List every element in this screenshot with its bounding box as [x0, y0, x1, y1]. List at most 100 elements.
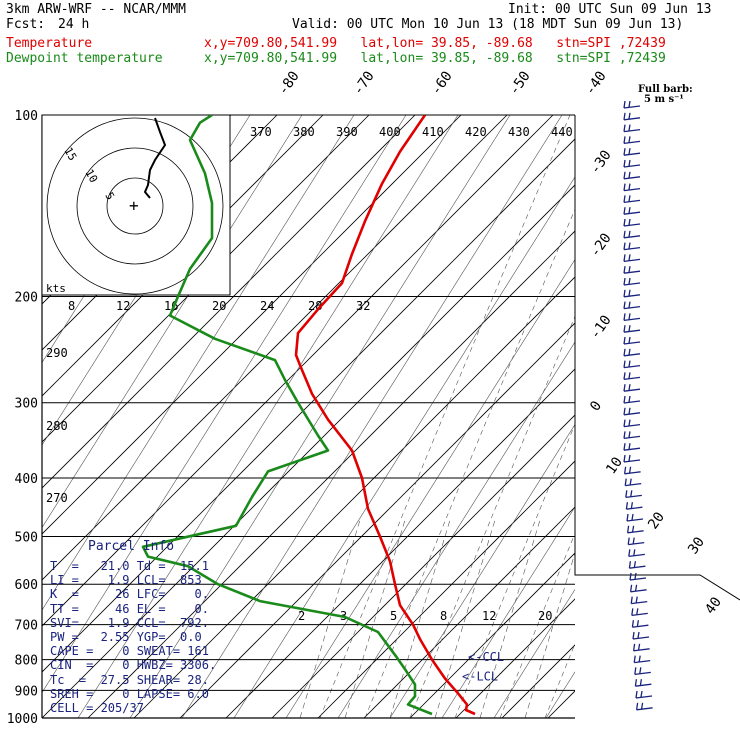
dry-adiabat-line [181, 115, 563, 718]
temperature-legend: Temperature [6, 36, 93, 51]
isotherm-line [594, 115, 740, 718]
isotherm-line [133, 276, 575, 718]
isotherm-label: -60 [428, 68, 456, 98]
isotherm-line [225, 368, 575, 718]
isotherm-line [42, 115, 370, 443]
isotherm-line [317, 460, 575, 718]
pressure-tick-label: 800 [15, 654, 38, 669]
wind-barb [623, 112, 641, 121]
parcel-info-title: Parcel Info [88, 539, 175, 554]
isotherm-label: -20 [587, 230, 615, 260]
wind-barb [625, 490, 642, 499]
theta-e-label: 420 [465, 125, 487, 139]
wind-barb [623, 348, 641, 357]
dry-adiabat-line [77, 115, 459, 718]
pressure-tick-label: 900 [15, 684, 38, 699]
mixing-ratio-line [524, 551, 575, 718]
isotherm-label: -50 [506, 68, 534, 98]
wind-barb [623, 325, 641, 333]
wind-barb [623, 372, 641, 381]
pressure-tick-label: 500 [15, 530, 38, 545]
wind-barb [624, 478, 642, 487]
theta-e-label: 370 [250, 125, 272, 139]
wind-barb [623, 195, 641, 204]
isotherm-label: 10 [603, 454, 626, 477]
hodograph-trace [143, 117, 167, 199]
theta-e-label: 380 [293, 125, 315, 139]
dry-adiabat-line [441, 506, 575, 718]
theta-e-label: 390 [336, 125, 358, 139]
wind-barb [623, 171, 641, 180]
barb-legend-line2: 5 m s⁻¹ [644, 94, 684, 105]
mixing-ratio-line [434, 519, 496, 718]
wind-barb [623, 266, 641, 274]
parcel-info-row: CAPE = 0 SWEAT= 161 [50, 644, 209, 659]
isotherm-label: -40 [582, 68, 610, 98]
dry-adiabat-line [233, 176, 575, 718]
theta-e-label: 410 [422, 125, 444, 139]
wind-barb [632, 643, 650, 652]
wind-barb [623, 289, 641, 298]
wind-barb [623, 242, 641, 251]
wind-barb [623, 254, 641, 263]
barb-legend: Full barb: 5 m s⁻¹ [638, 85, 693, 105]
wind-barb [626, 525, 644, 534]
parcel-info-row: SREH = 0 LAPSE= 6.0 [50, 686, 209, 701]
wind-barb [623, 230, 641, 239]
wind-barb [623, 384, 641, 392]
isotherm-line [42, 115, 554, 627]
isotherm-label: -10 [587, 312, 615, 342]
mixing-ratio-label: 12 [116, 299, 130, 313]
wind-barb [623, 100, 641, 109]
parcel-info-row: LI = 1.9 LCL= 853 [50, 573, 202, 588]
wind-barb [623, 313, 641, 322]
isotherm-line [547, 690, 575, 718]
isotherm-line [87, 230, 575, 718]
parcel-info-row: SVI= 1.9 CCL= 792. [50, 615, 209, 630]
wind-barb [628, 561, 646, 569]
wind-barb [623, 183, 641, 192]
model-title: 3km ARW-WRF -- NCAR/MMM [6, 2, 187, 17]
wind-barb [623, 443, 641, 451]
pressure-tick-label: 600 [15, 578, 38, 593]
isotherm-line [42, 115, 508, 581]
dry-adiabat-line [493, 588, 575, 718]
isotherm-line [179, 322, 575, 718]
wind-barb [629, 584, 647, 593]
isotherm-line [42, 184, 575, 718]
wind-barb [623, 407, 641, 416]
wind-barb [623, 136, 641, 145]
wind-barb [623, 277, 641, 286]
isotherm-line [501, 644, 575, 718]
pressure-tick-label: 200 [15, 291, 38, 306]
dry-adiabat-line [285, 258, 575, 718]
wind-barb [626, 513, 644, 522]
mixing-ratio-label: 8 [440, 609, 447, 623]
mixing-ratio-line [479, 519, 541, 718]
wind-barb [623, 218, 641, 227]
dry-adiabat-line [42, 115, 303, 529]
isotherm-line [42, 115, 416, 489]
wind-barb [634, 667, 651, 676]
hodograph-origin: + [129, 196, 139, 215]
dewpoint-location: x,y=709.80,541.99 lat,lon= 39.85, -89.68… [204, 51, 666, 66]
moist-adiabat-line [319, 115, 571, 718]
wind-barb [629, 572, 647, 581]
ccl-marker: <-CCL [468, 650, 504, 664]
lcl-marker: <-LCL [462, 669, 498, 683]
right-boundary [574, 115, 740, 601]
valid-time: Valid: 00 UTC Mon 10 Jun 13 (18 MDT Sun … [292, 17, 684, 32]
wind-barb [633, 655, 651, 664]
wind-barb [635, 690, 653, 699]
isotherm-label: -30 [587, 147, 615, 177]
dry-adiabat-line [42, 115, 407, 694]
mixing-ratio-label: 24 [260, 299, 274, 313]
isotherm-label: 40 [702, 594, 725, 617]
wind-barb [635, 702, 653, 711]
wind-barb [623, 431, 641, 440]
wind-barb [625, 502, 643, 510]
pressure-tick-label: 400 [15, 472, 38, 487]
parcel-info-row: TT = 46 EL = 0. [50, 601, 209, 616]
wind-barb [623, 395, 641, 404]
theta-e-label: 430 [508, 125, 530, 139]
